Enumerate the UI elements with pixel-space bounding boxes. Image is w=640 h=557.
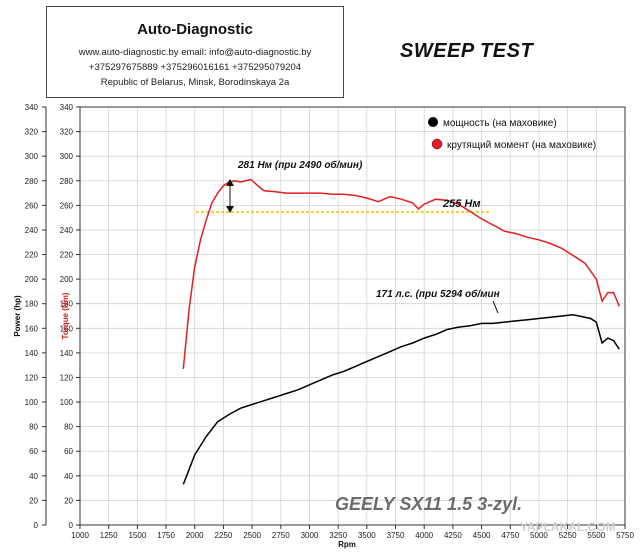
power-tick-label: 200	[25, 275, 39, 284]
power-tick-label: 320	[25, 128, 39, 137]
torque-delta-arrow-up	[226, 179, 234, 186]
company-name: Auto-Diagnostic	[137, 21, 253, 38]
annotation-max-power: 171 л.с. (при 5294 об/мин	[376, 288, 500, 300]
power-tick-label: 160	[25, 324, 39, 333]
x-tick-label: 2250	[215, 531, 233, 540]
torque-series-line	[182, 178, 620, 369]
x-axis: 1000 1250 1500 1750 2000 2250 2500 2750 3000 3250…	[71, 525, 634, 540]
company-address: Republic of Belarus, Minsk, Borodinskaya…	[100, 77, 290, 88]
torque-tick-label: 40	[64, 472, 73, 481]
power-tick-label: 260	[25, 201, 39, 210]
torque-tick-label: 220	[60, 251, 74, 260]
annotation-torque-255: 255 Нм	[442, 198, 481, 210]
power-tick-label: 220	[25, 251, 39, 260]
company-header-box: Auto-Diagnostic www.auto-diagnostic.by e…	[46, 6, 344, 98]
torque-tick-label: 20	[64, 496, 73, 505]
torque-tick-label: 300	[60, 152, 74, 161]
x-tick-label: 4750	[501, 531, 519, 540]
x-tick-label: 4000	[415, 531, 433, 540]
x-tick-label: 3750	[387, 531, 405, 540]
power-tick-label: 80	[29, 423, 38, 432]
car-title: GEELY SX11 1.5 3-zyl.	[335, 494, 522, 514]
torque-tick-label: 280	[60, 177, 74, 186]
torque-tick-label: 80	[64, 423, 73, 432]
torque-tick-label: 60	[64, 447, 73, 456]
x-tick-label: 2750	[272, 531, 290, 540]
torque-tick-label: 0	[69, 521, 74, 530]
x-tick-label: 3250	[329, 531, 347, 540]
power-tick-label: 140	[25, 349, 39, 358]
test-title: SWEEP TEST	[400, 40, 534, 62]
x-tick-label: 5500	[587, 531, 605, 540]
torque-tick-label: 160	[60, 324, 74, 333]
power-tick-label: 0	[34, 521, 39, 530]
x-tick-label: 5750	[616, 531, 634, 540]
x-tick-label: 5250	[559, 531, 577, 540]
torque-tick-label: 120	[60, 373, 74, 382]
power-tick-label: 240	[25, 226, 39, 235]
power-annotation-pointer	[492, 300, 499, 314]
x-tick-label: 1500	[128, 531, 146, 540]
torque-tick-label: 320	[60, 128, 74, 137]
torque-tick-label: 100	[60, 398, 74, 407]
torque-delta-arrow-down	[226, 206, 234, 213]
y-axis-label-torque: Torque (Nm)	[61, 292, 70, 339]
power-tick-label: 40	[29, 472, 38, 481]
power-tick-label: 60	[29, 447, 38, 456]
legend: мощность (на маховике) крутящий момент (…	[428, 117, 596, 151]
legend-label-power: мощность (на маховике)	[443, 118, 557, 129]
legend-marker-power	[428, 117, 438, 127]
torque-tick-label: 260	[60, 201, 74, 210]
power-tick-label: 300	[25, 152, 39, 161]
power-tick-label: 340	[25, 103, 39, 112]
company-phones: +375297675889 +375296016161 +37529507920…	[88, 62, 302, 73]
x-tick-label: 1000	[71, 531, 89, 540]
x-tick-label: 2500	[243, 531, 261, 540]
power-tick-label: 180	[25, 300, 39, 309]
torque-tick-label: 240	[60, 226, 74, 235]
company-contacts: www.auto-diagnostic.by email: info@auto-…	[78, 47, 312, 58]
power-tick-label: 100	[25, 398, 39, 407]
torque-tick-label: 200	[60, 275, 74, 284]
torque-tick-label: 340	[60, 103, 74, 112]
annotation-max-torque: 281 Нм (при 2490 об/мин)	[237, 159, 363, 171]
watermark-text: YAPLAKAL.COM	[520, 520, 616, 534]
x-tick-label: 4250	[444, 531, 462, 540]
power-tick-label: 280	[25, 177, 39, 186]
x-tick-label: 3000	[301, 531, 319, 540]
x-tick-label: 5000	[530, 531, 548, 540]
power-tick-label: 20	[29, 496, 38, 505]
legend-marker-torque	[431, 138, 443, 150]
x-tick-label: 1750	[157, 531, 175, 540]
y-axis-label-power: Power (hp)	[13, 295, 22, 337]
plot-frame	[79, 106, 626, 526]
x-tick-label: 1250	[100, 531, 118, 540]
x-tick-label: 4500	[473, 531, 491, 540]
x-axis-label: Rpm	[338, 540, 356, 549]
x-tick-label: 3500	[358, 531, 376, 540]
legend-label-torque: крутящий момент (на маховике)	[447, 140, 596, 151]
right-axis: 0 20 40 60 80 100 120 140 160 180 200 220 240 260 280 3…	[60, 103, 80, 530]
power-series-line	[182, 314, 620, 485]
torque-tick-label: 140	[60, 349, 74, 358]
torque-tick-label: 180	[60, 300, 74, 309]
power-tick-label: 120	[25, 373, 39, 382]
left-axis: 0 20 40 60 80 100 120 140 160 180 200 220 240 260 280 3…	[25, 103, 47, 530]
x-tick-label: 2000	[186, 531, 204, 540]
